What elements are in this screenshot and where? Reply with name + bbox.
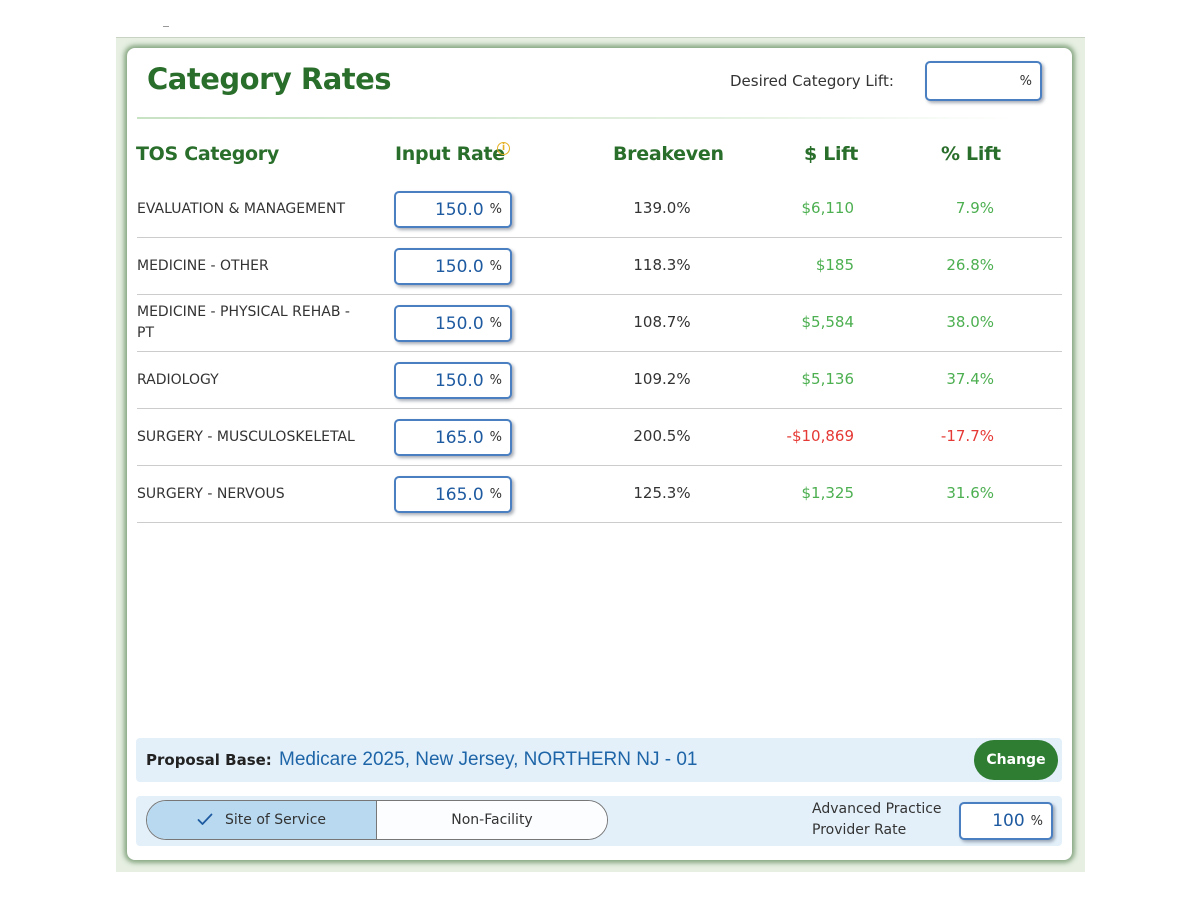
- desired-lift-input[interactable]: %: [925, 61, 1042, 101]
- breakeven-value: 200.5%: [633, 427, 691, 445]
- tos-category-name: MEDICINE - PHYSICAL REHAB - PT: [137, 304, 350, 341]
- percent-symbol: %: [489, 316, 502, 331]
- app-label-line2: Provider Rate: [812, 822, 907, 838]
- input-rate-field[interactable]: 150.0%: [394, 305, 512, 342]
- proposal-base-label: Proposal Base:: [146, 751, 272, 769]
- dollar-lift-value: $5,584: [801, 313, 855, 331]
- proposal-base-value: Medicare 2025, New Jersey, NORTHERN NJ -…: [279, 749, 698, 770]
- percent-symbol: %: [1030, 813, 1043, 829]
- percent-symbol: %: [489, 202, 502, 217]
- column-header-input-rate: Input Rate: [395, 143, 505, 165]
- app-label-line1: Advanced Practice: [812, 801, 942, 817]
- table-row: SURGERY - MUSCULOSKELETAL 165.0% 200.5% -$1…: [137, 409, 1062, 466]
- percent-lift-value: -17.7%: [940, 427, 994, 445]
- site-of-service-label: Site of Service: [224, 812, 326, 828]
- non-facility-label: Non-Facility: [451, 812, 533, 828]
- tos-category-name: SURGERY - MUSCULOSKELETAL: [137, 428, 355, 445]
- breakeven-value: 109.2%: [633, 370, 691, 388]
- dollar-lift-value: $5,136: [801, 370, 855, 388]
- column-header-percent-lift: % Lift: [941, 143, 1001, 165]
- percent-symbol: %: [489, 430, 502, 445]
- input-rate-value[interactable]: 150.0: [434, 199, 484, 220]
- info-icon[interactable]: i: [497, 142, 510, 155]
- desired-lift-label: Desired Category Lift:: [730, 72, 894, 90]
- input-rate-field[interactable]: 150.0%: [394, 191, 512, 228]
- app-rate-value[interactable]: 100: [992, 811, 1025, 831]
- table-row: EVALUATION & MANAGEMENT 150.0% 139.0% $6,11…: [137, 181, 1062, 238]
- service-type-toggle[interactable]: Site of Service Non-Facility: [146, 800, 608, 840]
- breakeven-value: 108.7%: [633, 313, 691, 331]
- percent-symbol: %: [1019, 73, 1032, 89]
- tos-category-name: RADIOLOGY: [137, 371, 219, 388]
- percent-symbol: %: [489, 373, 502, 388]
- input-rate-field[interactable]: 150.0%: [394, 248, 512, 285]
- input-rate-value[interactable]: 150.0: [434, 313, 484, 334]
- tos-category-name: MEDICINE - OTHER: [137, 257, 269, 274]
- tos-category-name: SURGERY - NERVOUS: [137, 485, 285, 502]
- non-facility-option[interactable]: Non-Facility: [377, 801, 607, 839]
- input-rate-value[interactable]: 165.0: [434, 427, 484, 448]
- dollar-lift-value: $185: [815, 256, 854, 274]
- category-rates-card: Category Rates Desired Category Lift: % …: [127, 48, 1072, 860]
- service-options-bar: Site of Service Non-Facility Advanced Pr…: [136, 796, 1062, 846]
- percent-symbol: %: [489, 259, 502, 274]
- percent-lift-value: 26.8%: [946, 256, 994, 274]
- percent-lift-value: 38.0%: [946, 313, 994, 331]
- table-row: RADIOLOGY 150.0% 109.2% $5,136 37.4%: [137, 352, 1062, 409]
- input-rate-field[interactable]: 150.0%: [394, 362, 512, 399]
- dollar-lift-value: -$10,869: [786, 427, 854, 445]
- input-rate-field[interactable]: 165.0%: [394, 419, 512, 456]
- top-dash-mark: [163, 26, 169, 27]
- tos-category-name: EVALUATION & MANAGEMENT: [137, 200, 346, 217]
- percent-symbol: %: [489, 487, 502, 502]
- title-divider: [137, 117, 1017, 119]
- app-rate-input[interactable]: 100 %: [959, 802, 1053, 840]
- table-row: MEDICINE - PHYSICAL REHAB - PT 150.0% 108.…: [137, 295, 1062, 352]
- table-row: SURGERY - NERVOUS 165.0% 125.3% $1,325 31.6%: [137, 466, 1062, 523]
- input-rate-value[interactable]: 165.0: [434, 484, 484, 505]
- advanced-practice-provider-rate-label: Advanced Practice Provider Rate: [812, 799, 962, 841]
- input-rate-value[interactable]: 150.0: [434, 370, 484, 391]
- dollar-lift-value: $6,110: [801, 199, 855, 217]
- breakeven-value: 139.0%: [633, 199, 691, 217]
- proposal-base-bar: Proposal Base: Medicare 2025, New Jersey…: [136, 738, 1062, 782]
- breakeven-value: 118.3%: [633, 256, 691, 274]
- percent-lift-value: 7.9%: [955, 199, 994, 217]
- column-header-tos-category: TOS Category: [136, 143, 279, 165]
- check-icon: [197, 813, 213, 825]
- table-row: MEDICINE - OTHER 150.0% 118.3% $185 26.8%: [137, 238, 1062, 295]
- percent-lift-value: 37.4%: [946, 370, 994, 388]
- input-rate-field[interactable]: 165.0%: [394, 476, 512, 513]
- site-of-service-option[interactable]: Site of Service: [147, 801, 377, 839]
- column-header-breakeven: Breakeven: [613, 143, 724, 165]
- breakeven-value: 125.3%: [633, 484, 691, 502]
- dollar-lift-value: $1,325: [801, 484, 855, 502]
- column-header-dollar-lift: $ Lift: [804, 143, 859, 165]
- input-rate-value[interactable]: 150.0: [434, 256, 484, 277]
- change-button[interactable]: Change: [974, 740, 1058, 780]
- page-title: Category Rates: [147, 62, 392, 96]
- percent-lift-value: 31.6%: [946, 484, 994, 502]
